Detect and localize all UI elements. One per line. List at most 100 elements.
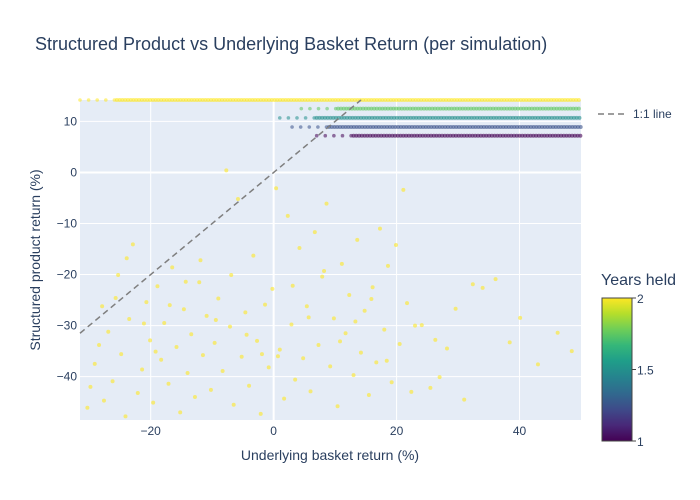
data-point [185,371,190,376]
data-point [414,115,419,120]
data-point [477,115,482,120]
data-point [307,125,312,129]
data-point [145,98,150,102]
data-point [301,356,306,361]
y-axis-ticks: −40 −30 −20 −10 0 10 [57,114,78,383]
data-point [513,115,518,120]
data-point [231,98,236,102]
data-point [347,98,352,102]
data-point [236,98,241,102]
data-point [448,125,453,130]
data-point [405,106,410,111]
data-point [244,332,249,337]
data-point [538,106,543,111]
data-point [216,296,221,301]
data-point [408,98,413,102]
data-point [406,133,411,138]
data-point [437,125,442,130]
data-point [338,339,343,344]
data-point [385,98,390,102]
data-point [423,125,428,130]
data-point [104,98,108,102]
data-point [463,106,468,111]
legend[interactable]: 1:1 line [598,107,672,121]
data-point [431,133,436,138]
data-point [308,389,313,394]
data-point [457,106,462,111]
data-point [340,133,345,138]
data-point [400,115,405,120]
data-point [495,133,500,138]
data-point [298,125,303,129]
data-point [441,98,446,102]
data-point [413,106,418,111]
data-point [422,115,427,120]
data-point [452,106,457,111]
data-point [375,115,380,120]
data-point [553,133,558,138]
data-point [532,98,537,102]
data-point [347,115,352,120]
data-point [181,98,186,102]
data-point [516,115,521,120]
data-point [556,133,561,138]
data-point [471,98,476,102]
data-point [504,106,509,111]
data-point [548,125,553,130]
plot-area[interactable] [78,98,583,420]
data-point [344,98,349,102]
data-point [170,98,175,102]
x-axis-ticks: −20 0 20 40 [141,424,527,438]
data-point [520,133,525,138]
data-point [360,125,365,130]
data-point [388,98,393,102]
data-point [368,125,373,130]
data-point [134,98,139,102]
data-point [462,397,467,402]
data-point [331,316,336,321]
data-point [368,133,373,138]
data-point [502,98,507,102]
data-point [466,98,471,102]
data-point [421,125,426,130]
data-point [128,98,133,102]
data-point [350,98,355,102]
data-point [576,98,581,102]
data-point [415,133,420,138]
data-point [557,98,562,102]
data-point [347,292,352,297]
data-point [366,98,371,102]
data-point [178,410,183,415]
data-point [523,133,528,138]
data-point [258,411,263,416]
data-point [426,125,431,130]
data-point [558,115,563,120]
data-point [480,285,485,290]
data-point [419,106,424,111]
data-point [539,125,544,130]
data-point [534,125,539,130]
data-point [529,98,534,102]
data-point [119,352,124,357]
data-point [327,98,332,102]
data-point [184,98,189,102]
data-point [448,133,453,138]
data-point [220,98,225,102]
data-point [477,106,482,111]
data-point [561,133,566,138]
y-tick-label: −40 [57,370,78,384]
data-point [491,106,496,111]
data-point [335,404,340,409]
data-point [393,242,398,247]
data-point [167,98,172,102]
data-point [413,98,418,102]
data-point [554,106,559,111]
data-point [392,115,397,120]
data-point [253,98,258,102]
data-point [130,242,135,247]
data-point [297,246,302,251]
data-point [453,133,458,138]
data-point [396,125,401,130]
data-point [123,414,128,419]
